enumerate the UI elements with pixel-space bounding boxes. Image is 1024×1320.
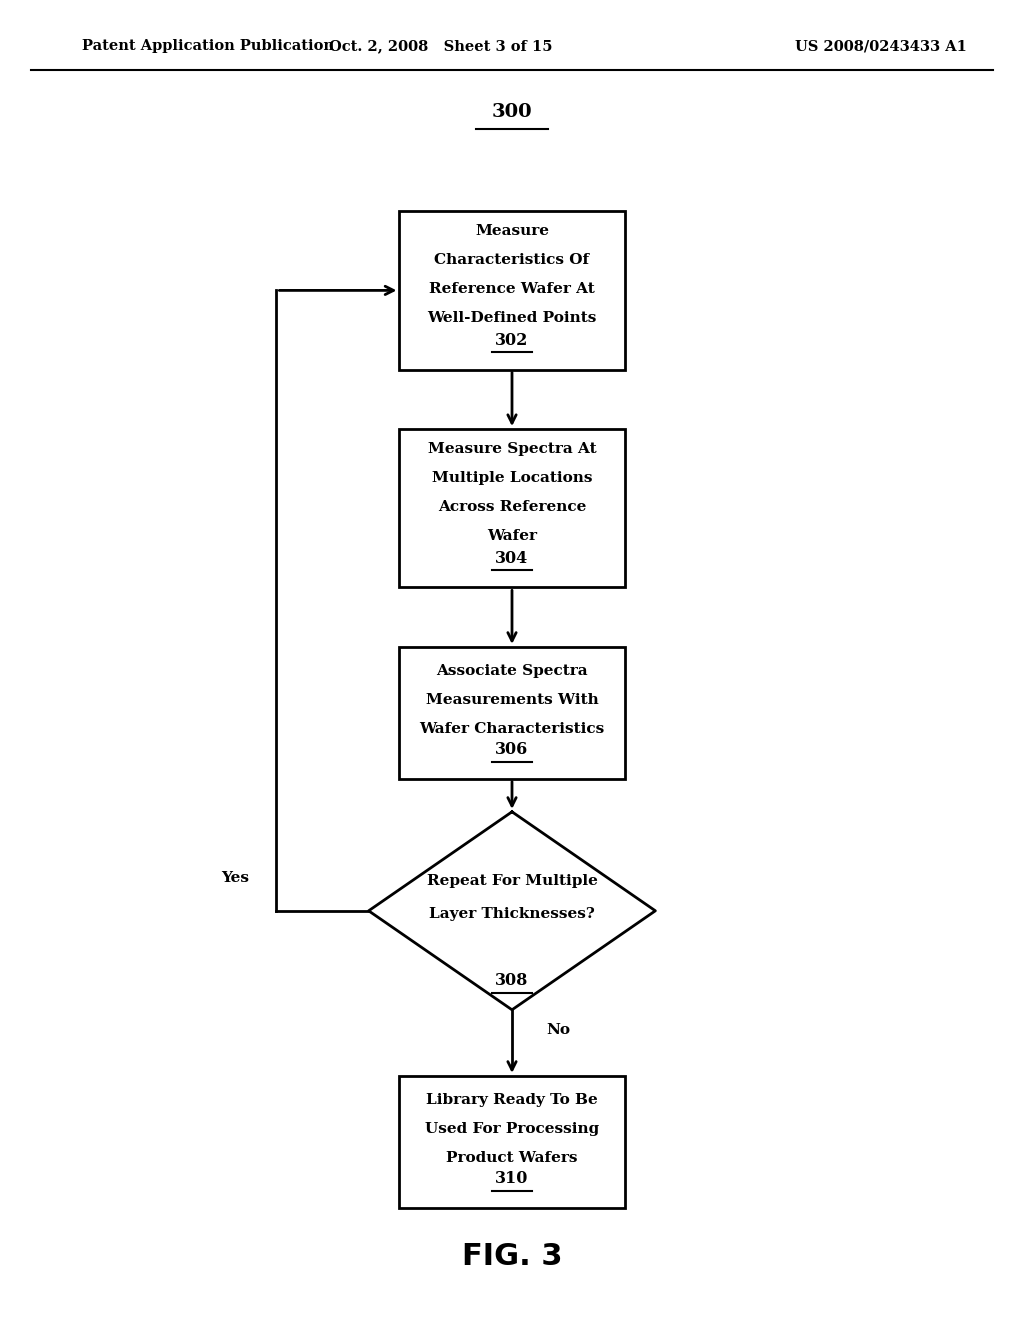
Text: Wafer: Wafer — [487, 529, 537, 543]
Text: FIG. 3: FIG. 3 — [462, 1242, 562, 1271]
Text: Measure Spectra At: Measure Spectra At — [428, 442, 596, 455]
Text: Product Wafers: Product Wafers — [446, 1151, 578, 1164]
Text: 306: 306 — [496, 742, 528, 758]
Text: No: No — [546, 1023, 570, 1036]
Bar — [399, 1076, 625, 1208]
Text: Wafer Characteristics: Wafer Characteristics — [420, 722, 604, 735]
Bar — [399, 211, 625, 370]
Text: Well-Defined Points: Well-Defined Points — [427, 312, 597, 325]
Bar — [399, 647, 625, 779]
Text: Yes: Yes — [221, 871, 250, 884]
Text: Reference Wafer At: Reference Wafer At — [429, 282, 595, 296]
Text: 304: 304 — [496, 550, 528, 566]
Text: Multiple Locations: Multiple Locations — [432, 471, 592, 484]
Text: Measure: Measure — [475, 224, 549, 238]
Text: 310: 310 — [496, 1171, 528, 1187]
Text: Used For Processing: Used For Processing — [425, 1122, 599, 1135]
Text: 308: 308 — [496, 973, 528, 989]
Text: Patent Application Publication: Patent Application Publication — [82, 40, 334, 53]
Text: 300: 300 — [492, 103, 532, 121]
Text: Repeat For Multiple: Repeat For Multiple — [427, 874, 597, 888]
Text: Associate Spectra: Associate Spectra — [436, 664, 588, 677]
Text: Across Reference: Across Reference — [438, 500, 586, 513]
Text: Characteristics Of: Characteristics Of — [434, 253, 590, 267]
Text: US 2008/0243433 A1: US 2008/0243433 A1 — [795, 40, 967, 53]
Text: Library Ready To Be: Library Ready To Be — [426, 1093, 598, 1106]
Text: Oct. 2, 2008   Sheet 3 of 15: Oct. 2, 2008 Sheet 3 of 15 — [329, 40, 552, 53]
Text: 302: 302 — [496, 333, 528, 348]
Bar — [399, 429, 625, 587]
Text: Measurements With: Measurements With — [426, 693, 598, 706]
Text: Layer Thicknesses?: Layer Thicknesses? — [429, 907, 595, 921]
